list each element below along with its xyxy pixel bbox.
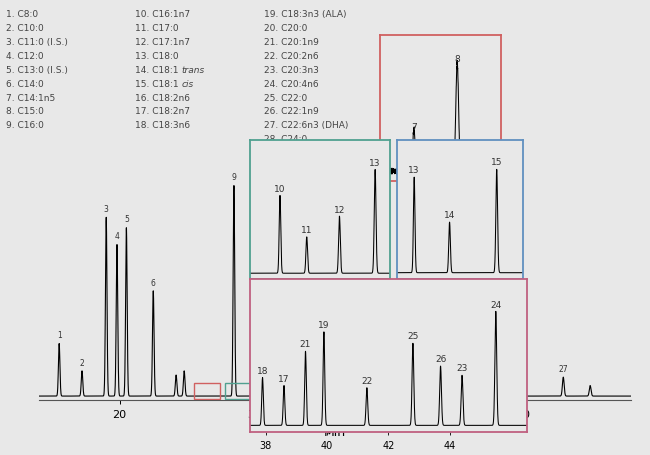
Text: 13: 13	[310, 173, 319, 182]
Text: 10. C16:1n7: 10. C16:1n7	[135, 10, 190, 20]
Text: 13: 13	[369, 158, 381, 167]
Bar	[194, 384, 220, 399]
Text: 3: 3	[104, 204, 109, 213]
Text: 24: 24	[490, 300, 501, 309]
Text: trans: trans	[181, 66, 205, 75]
Text: 1. C8:0: 1. C8:0	[6, 10, 38, 20]
Text: 10: 10	[274, 184, 286, 193]
Text: 6: 6	[151, 278, 156, 287]
Text: 7. C14:1n5: 7. C14:1n5	[6, 93, 56, 102]
Text: 16. C18:2n6: 16. C18:2n6	[135, 93, 190, 102]
Text: 11. C17:0: 11. C17:0	[135, 24, 179, 33]
Text: 17. C18:2n7: 17. C18:2n7	[135, 107, 190, 116]
Text: 27. C22:6n3 (DHA): 27. C22:6n3 (DHA)	[264, 121, 348, 130]
Text: 16: 16	[343, 173, 353, 182]
Text: 23. C20:3n3: 23. C20:3n3	[264, 66, 318, 75]
Text: 4. C12:0: 4. C12:0	[6, 52, 44, 61]
X-axis label: Min: Min	[324, 425, 346, 438]
Text: 6. C14:0: 6. C14:0	[6, 80, 44, 89]
Text: 1: 1	[57, 330, 62, 339]
Text: 26: 26	[435, 354, 447, 364]
Text: 27: 27	[558, 364, 568, 373]
Text: 12. C17:1n7: 12. C17:1n7	[135, 38, 190, 47]
Text: 23: 23	[456, 364, 468, 373]
Text: cis: cis	[181, 80, 194, 89]
Bar	[311, 384, 351, 399]
Text: 15: 15	[491, 158, 502, 167]
Text: 25: 25	[408, 332, 419, 341]
Text: 24. C20:4n6: 24. C20:4n6	[264, 80, 318, 89]
Text: 14: 14	[444, 211, 455, 220]
Text: 15. C18:1: 15. C18:1	[135, 80, 181, 89]
Text: 28. C24:0: 28. C24:0	[264, 135, 307, 144]
Text: 21. C20:1n9: 21. C20:1n9	[264, 38, 318, 47]
Text: 3. C11:0 (I.S.): 3. C11:0 (I.S.)	[6, 38, 68, 47]
Text: 21: 21	[300, 340, 311, 349]
Text: 25. C22:0: 25. C22:0	[264, 93, 307, 102]
Text: 20: 20	[395, 320, 404, 329]
Text: 8. C15:0: 8. C15:0	[6, 107, 44, 116]
Text: 11: 11	[301, 226, 313, 235]
Text: 22: 22	[361, 376, 372, 385]
Text: 17: 17	[278, 374, 290, 383]
Text: 20. C20:0: 20. C20:0	[264, 24, 307, 33]
Text: 18. C18:3n6: 18. C18:3n6	[135, 121, 190, 130]
Text: 9: 9	[231, 173, 237, 182]
Bar	[361, 384, 480, 399]
Text: 18: 18	[257, 366, 268, 375]
Text: 5. C13:0 (I.S.): 5. C13:0 (I.S.)	[6, 66, 68, 75]
Text: 19: 19	[386, 324, 396, 333]
Text: 8: 8	[454, 55, 460, 64]
Bar	[224, 384, 311, 399]
Text: 15: 15	[333, 204, 343, 213]
Text: 4: 4	[114, 232, 120, 241]
Text: 9. C16:0: 9. C16:0	[6, 121, 44, 130]
Text: 2: 2	[80, 358, 84, 367]
Text: 26. C22:1n9: 26. C22:1n9	[264, 107, 318, 116]
Text: 13: 13	[408, 166, 420, 175]
Text: 13. C18:0: 13. C18:0	[135, 52, 179, 61]
Text: 2. C10:0: 2. C10:0	[6, 24, 44, 33]
Text: 5: 5	[124, 215, 129, 224]
Text: 19. C18:3n3 (ALA): 19. C18:3n3 (ALA)	[264, 10, 346, 20]
Text: 7: 7	[411, 122, 417, 131]
Text: 22. C20:2n6: 22. C20:2n6	[264, 52, 318, 61]
Text: 12: 12	[333, 205, 345, 214]
Text: 19: 19	[318, 320, 330, 329]
Text: 14. C18:1: 14. C18:1	[135, 66, 181, 75]
Text: 24: 24	[464, 257, 474, 266]
